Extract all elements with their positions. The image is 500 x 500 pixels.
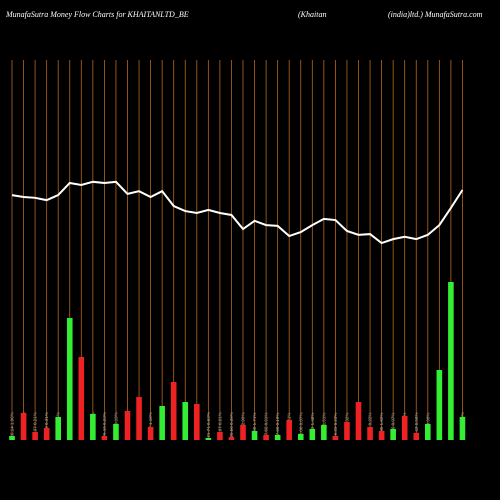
volume-bar [263,435,269,440]
x-tick-label: 120.50 0.39% [229,412,234,440]
price-line [11,180,464,245]
volume-bar [217,432,223,440]
chart-title: MunafaSutra Money Flow Charts for KHAITA… [5,10,189,19]
chart-title-right: (india)ltd.) MunafaSutra.com [388,10,483,19]
volume-bar [90,414,96,440]
x-tick-label: 121.71 0.63% [206,412,211,440]
volume-bar [448,282,454,440]
x-tick-label: 129.10 0.23% [102,412,107,440]
volume-bar [66,318,73,440]
volume-bar [182,402,189,440]
x-tick-label: 113.35 1.82% [379,413,384,440]
volume-bar [401,416,408,440]
x-tick-label: 114.43 0.50% [414,413,419,440]
volume-bar [136,397,142,440]
x-tick-label: 125.37 0.21% [33,412,38,440]
volume-bar [147,427,154,440]
volume-bar [355,402,362,440]
volume-bar [101,436,108,440]
volume-bar [367,427,373,440]
volume-bar [55,417,61,440]
volume-bar [251,431,258,440]
x-tick-label: 118.90 1.71% [252,413,257,440]
volume-bar [378,431,385,440]
volume-bar [78,357,85,440]
volume-bar [309,429,316,440]
volume-bar [413,433,420,440]
volume-bar [240,425,246,440]
x-tick-label: 117.82 0.91% [264,413,269,440]
volume-bar [321,425,327,440]
x-tick-label: 125.37 1.18% [148,412,153,440]
volume-bar [124,411,131,440]
volume-bar [344,422,350,440]
volume-bar [43,428,50,440]
volume-bar [425,424,431,440]
volume-bar [159,406,165,440]
volume-bar [194,404,200,440]
x-tick-label: 119.22 0.23% [333,413,338,440]
volume-bar [297,434,304,440]
x-tick-label: 120.97 0.61% [217,412,222,440]
volume-bar [459,417,466,440]
volume-bar [170,382,177,440]
volume-bar [205,438,212,440]
volume-bar [9,436,15,440]
volume-bar [228,437,235,440]
volume-bar [390,429,396,440]
chart-title-middle: (Khaitan [298,10,326,19]
x-tick-label: 114.45 0.97% [391,413,396,440]
x-tick-label: 126.14 1.96% [10,412,15,440]
volume-bar [32,432,38,440]
x-tick-label: 117.72 1.48% [310,413,315,440]
volume-bar [113,424,119,440]
volume-bar [436,370,443,440]
x-tick-label: 115.45 0.22% [368,413,373,440]
volume-bar [286,420,292,440]
x-tick-label: 117.60 0.19% [275,413,280,440]
volume-bar [332,436,339,440]
volume-bar [274,435,281,440]
x-tick-label: 116.00 0.87% [298,413,303,440]
x-tick-label: 124.98 0.31% [44,412,49,440]
volume-bar [20,413,27,440]
